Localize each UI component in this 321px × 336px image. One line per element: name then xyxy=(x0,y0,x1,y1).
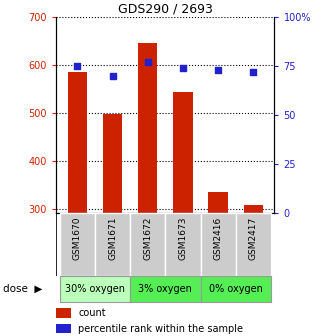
Text: dose  ▶: dose ▶ xyxy=(3,284,43,294)
Text: 0% oxygen: 0% oxygen xyxy=(209,284,263,294)
Text: GSM1672: GSM1672 xyxy=(143,216,152,260)
Bar xyxy=(201,213,236,276)
Bar xyxy=(95,213,130,276)
Bar xyxy=(130,276,201,302)
Bar xyxy=(68,72,87,213)
Bar xyxy=(103,114,122,213)
Text: GSM2417: GSM2417 xyxy=(249,216,258,260)
Point xyxy=(251,69,256,75)
Title: GDS290 / 2693: GDS290 / 2693 xyxy=(118,3,213,16)
Bar xyxy=(236,213,271,276)
Text: 30% oxygen: 30% oxygen xyxy=(65,284,125,294)
Bar xyxy=(201,276,271,302)
Text: percentile rank within the sample: percentile rank within the sample xyxy=(78,324,243,334)
Bar xyxy=(208,192,228,213)
Point xyxy=(180,65,186,71)
Text: GSM1671: GSM1671 xyxy=(108,216,117,260)
Text: GSM1673: GSM1673 xyxy=(178,216,187,260)
Text: count: count xyxy=(78,308,106,318)
Bar xyxy=(244,205,263,213)
Point xyxy=(110,73,115,78)
Bar xyxy=(173,92,193,213)
Text: 3% oxygen: 3% oxygen xyxy=(138,284,192,294)
Text: GSM2416: GSM2416 xyxy=(213,216,223,260)
Bar xyxy=(165,213,201,276)
Bar xyxy=(138,43,157,213)
Point xyxy=(75,63,80,69)
Text: GSM1670: GSM1670 xyxy=(73,216,82,260)
Bar xyxy=(60,213,95,276)
Bar xyxy=(60,276,130,302)
Bar xyxy=(56,308,72,318)
Point xyxy=(145,59,150,65)
Point xyxy=(216,67,221,73)
Bar xyxy=(56,324,72,333)
Bar xyxy=(130,213,165,276)
